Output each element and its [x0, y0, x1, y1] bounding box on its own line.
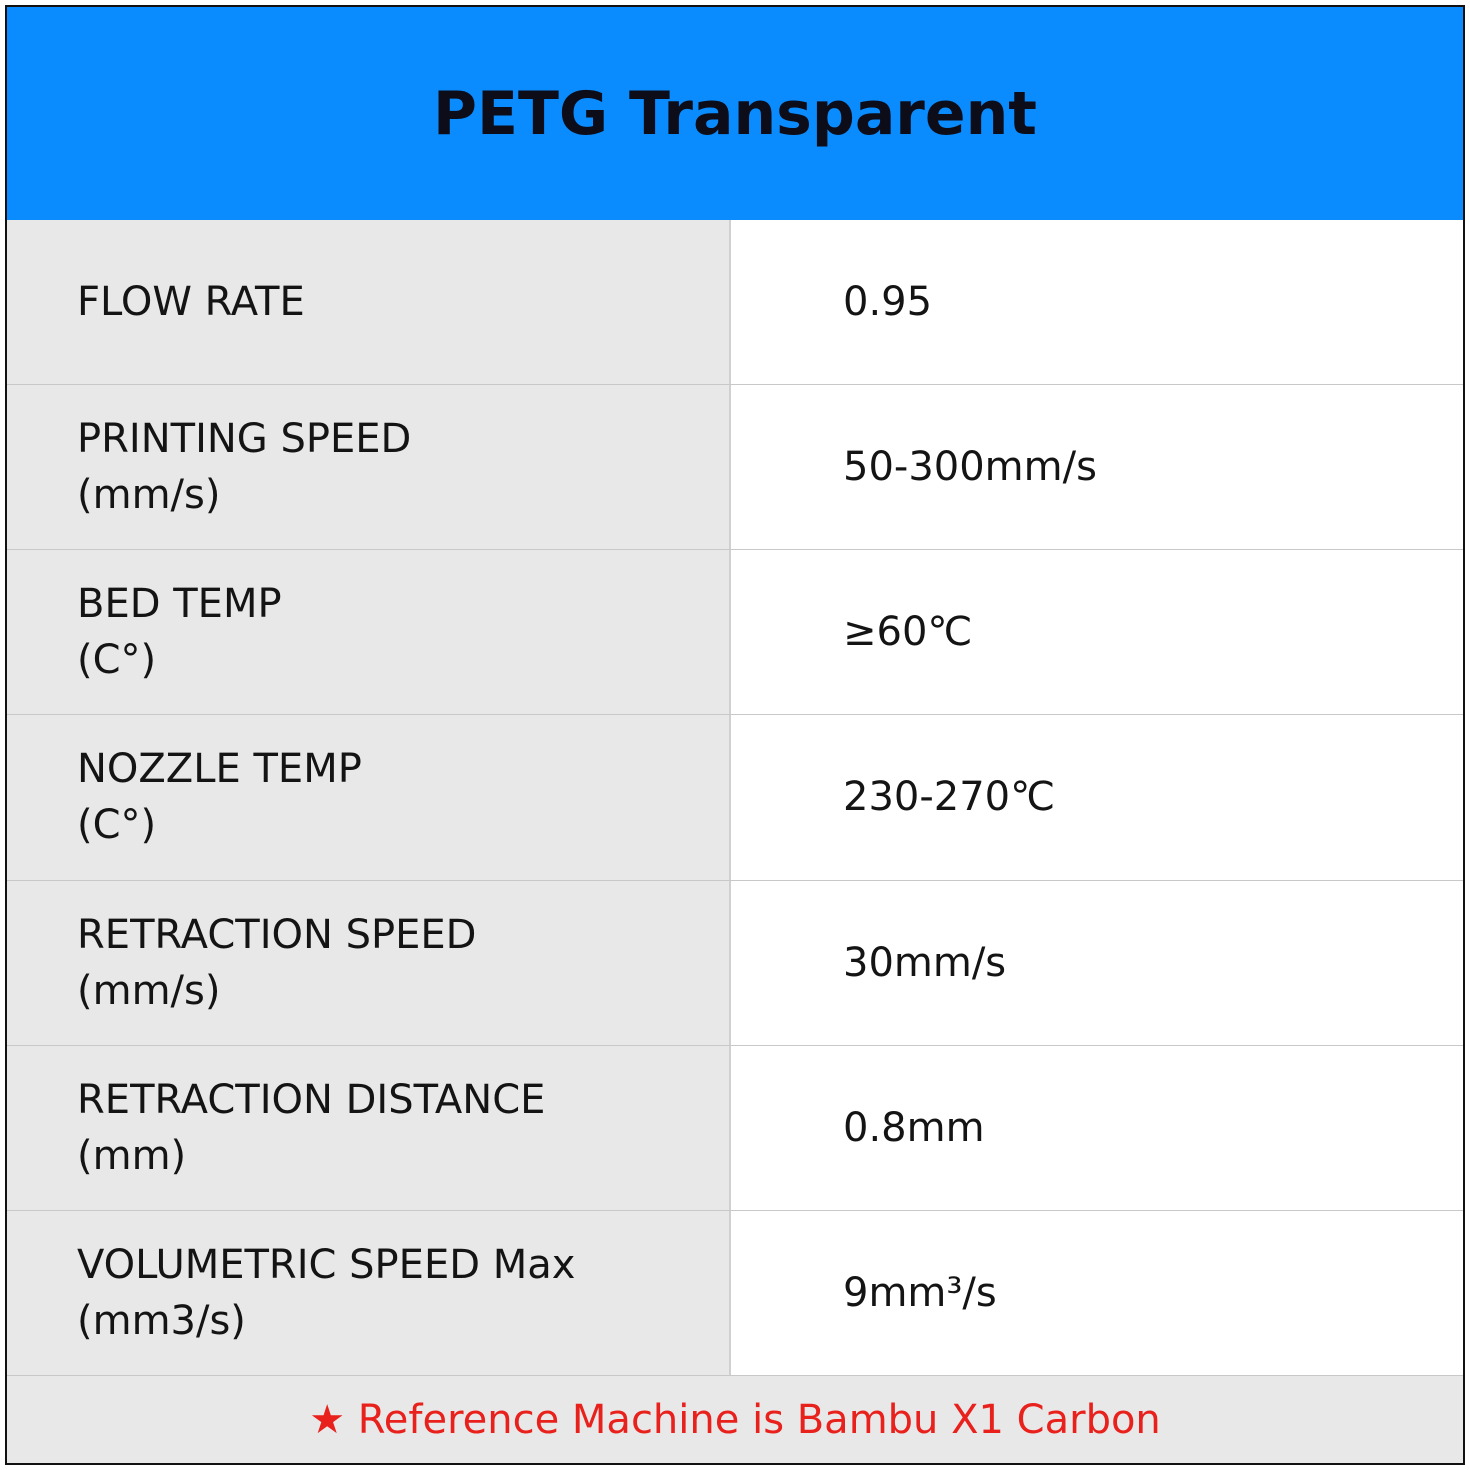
row-value: 50-300mm/s: [843, 444, 1097, 491]
table-row: RETRACTION DISTANCE (mm) 0.8mm: [7, 1045, 1463, 1211]
row-value: 30mm/s: [843, 939, 1007, 986]
label-line: PRINTING SPEED: [77, 416, 412, 463]
label-line: NOZZLE TEMP: [77, 746, 362, 793]
label-line: (mm3/s): [77, 1297, 246, 1344]
label-line: RETRACTION DISTANCE: [77, 1076, 546, 1123]
label-line: BED TEMP: [77, 581, 282, 628]
header: PETG Transparent: [7, 7, 1463, 220]
table-row: FLOW RATE 0.95: [7, 220, 1463, 386]
row-value: 9mm³/s: [843, 1269, 997, 1316]
table-row: VOLUMETRIC SPEED Max (mm3/s) 9mm³/s: [7, 1210, 1463, 1376]
table-row: BED TEMP (C°) ≥60℃: [7, 550, 1463, 716]
row-label: NOZZLE TEMP (C°): [7, 715, 731, 880]
label-line: (mm/s): [77, 472, 221, 519]
label-line: VOLUMETRIC SPEED Max: [77, 1241, 576, 1288]
row-value: 0.8mm: [843, 1104, 985, 1151]
row-label: BED TEMP (C°): [7, 550, 731, 715]
label-line: (mm): [77, 1132, 187, 1179]
label-line: (C°): [77, 637, 157, 684]
spec-card: PETG Transparent ★ Reference Machine is …: [5, 5, 1465, 1465]
label-line: (C°): [77, 802, 157, 849]
label-line: FLOW RATE: [77, 279, 305, 326]
table-row: PRINTING SPEED (mm/s) 50-300mm/s: [7, 385, 1463, 551]
row-label: RETRACTION DISTANCE (mm): [7, 1045, 731, 1210]
row-value: ≥60℃: [843, 609, 973, 656]
row-label: PRINTING SPEED (mm/s): [7, 385, 731, 550]
footer-note: ★ Reference Machine is Bambu X1 Carbon: [7, 1376, 1463, 1463]
row-value: 0.95: [843, 279, 933, 326]
row-label: VOLUMETRIC SPEED Max (mm3/s): [7, 1210, 731, 1375]
table-row: RETRACTION SPEED (mm/s) 30mm/s: [7, 880, 1463, 1046]
label-line: RETRACTION SPEED: [77, 911, 477, 958]
title: PETG Transparent: [433, 78, 1037, 149]
row-label: FLOW RATE: [7, 220, 731, 385]
row-label: RETRACTION SPEED (mm/s): [7, 880, 731, 1045]
row-value: 230-270℃: [843, 774, 1056, 821]
table-row: NOZZLE TEMP (C°) 230-270℃: [7, 715, 1463, 881]
label-line: (mm/s): [77, 967, 221, 1014]
